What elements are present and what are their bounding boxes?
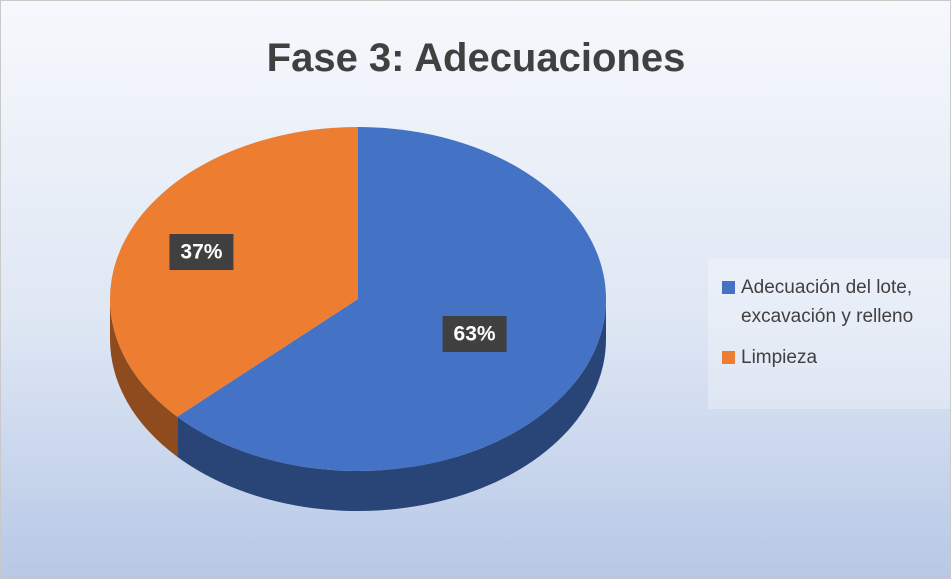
data-label-box bbox=[169, 234, 234, 271]
slice bbox=[177, 127, 606, 472]
legend-entry: Adecuación del lote, excavación y rellen… bbox=[722, 273, 945, 331]
chart-title: Fase 3: Adecuaciones bbox=[267, 36, 686, 80]
pie: 63% 37% bbox=[109, 127, 607, 511]
data-label: 63% bbox=[454, 323, 496, 346]
legend-swatch bbox=[722, 281, 735, 294]
legend-label: Adecuación del lote, excavación y rellen… bbox=[741, 277, 914, 327]
legend-entry: Limpieza bbox=[722, 343, 945, 372]
slice-side bbox=[177, 299, 607, 511]
slice-side bbox=[109, 299, 178, 457]
legend: Adecuación del lote, excavación y rellen… bbox=[708, 259, 950, 409]
data-label: 37% bbox=[180, 241, 222, 264]
legend-swatch bbox=[722, 351, 735, 364]
data-label-box bbox=[442, 315, 507, 352]
slice bbox=[109, 127, 358, 417]
legend-label: Limpieza bbox=[741, 347, 818, 368]
